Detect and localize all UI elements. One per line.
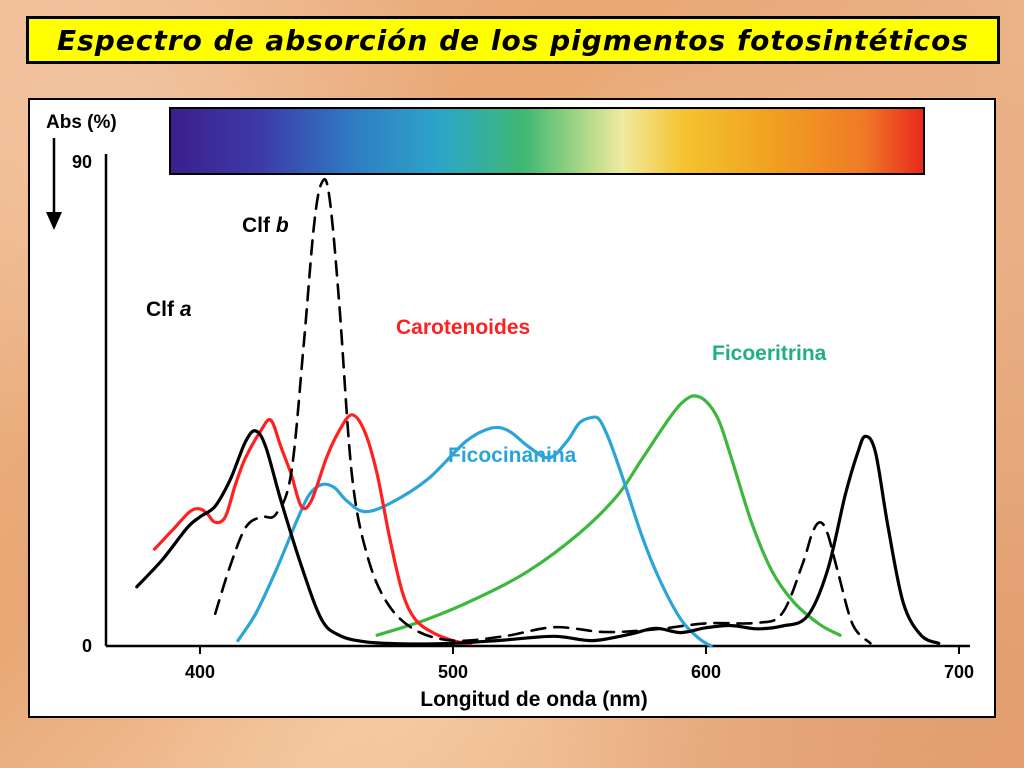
page-title: Espectro de absorción de los pigmentos f… (56, 23, 970, 57)
series-line-ficoeritrina (375, 394, 842, 637)
series-line-clf-b (213, 178, 872, 645)
y-tick-label: 0 (82, 636, 92, 656)
x-tick-label: 500 (438, 662, 468, 682)
annotation-ficoeritrina: Ficoeritrina (712, 342, 827, 365)
annotation-ficocinanina: Ficocinanina (448, 444, 577, 467)
x-tick-label: 700 (944, 662, 974, 682)
x-tick-label: 400 (185, 662, 215, 682)
series-line-clf-a (135, 429, 941, 646)
series-line-ficocinanina (236, 415, 713, 648)
annotation-clf-b: Clf b (242, 214, 289, 237)
chart-panel: 400 500 600 700 0 90 Abs (%) Longitud de onda (… (28, 98, 996, 718)
y-tick-label: 90 (72, 152, 92, 172)
y-axis-label: Abs (%) (46, 112, 117, 133)
x-tick-label: 600 (691, 662, 721, 682)
x-axis-label: Longitud de onda (nm) (420, 688, 647, 711)
visible-spectrum-bar (169, 107, 925, 175)
absorption-chart: 400 500 600 700 0 90 Abs (%) Longitud de onda (… (46, 107, 974, 711)
title-banner: Espectro de absorción de los pigmentos f… (26, 16, 1000, 64)
annotation-carotenoides: Carotenoides (396, 316, 530, 339)
series-line-carotenoides (152, 413, 473, 646)
y-arrow-down-icon (46, 212, 62, 230)
annotation-clf-a: Clf a (146, 298, 192, 321)
